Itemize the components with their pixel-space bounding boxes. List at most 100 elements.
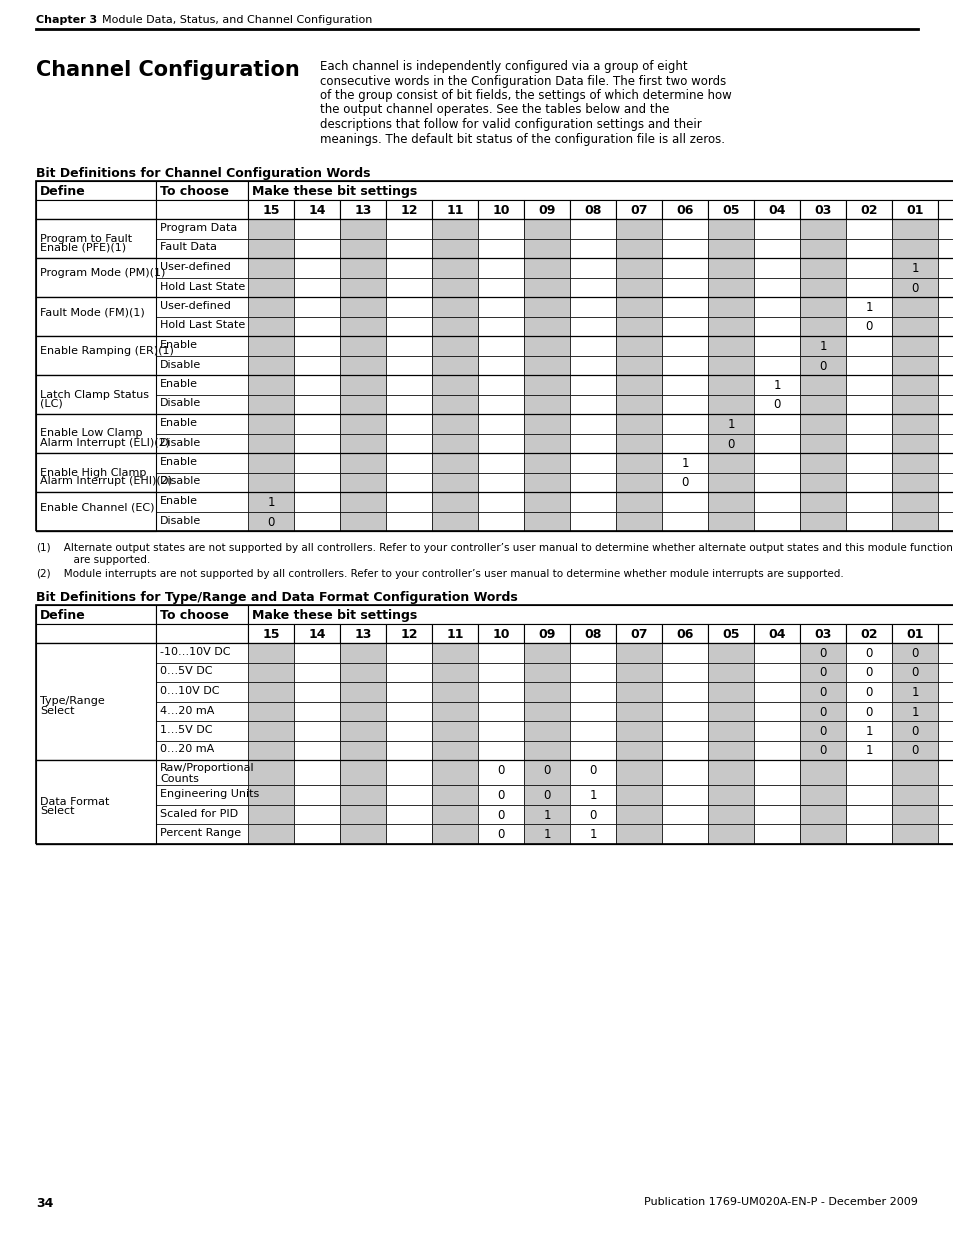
- Bar: [432, 760, 477, 785]
- Bar: [800, 258, 845, 278]
- Text: Alarm Interrupt (EHI)(2): Alarm Interrupt (EHI)(2): [40, 477, 172, 487]
- Bar: [523, 701, 569, 721]
- Bar: [156, 785, 248, 805]
- Bar: [432, 785, 477, 805]
- Bar: [432, 511, 477, 531]
- Text: 0: 0: [864, 685, 872, 699]
- Bar: [845, 200, 891, 219]
- Text: -10…10V DC: -10…10V DC: [160, 647, 231, 657]
- Text: Make these bit settings: Make these bit settings: [252, 185, 416, 198]
- Bar: [156, 316, 248, 336]
- Bar: [845, 336, 891, 356]
- Bar: [616, 824, 661, 844]
- Bar: [248, 721, 294, 741]
- Bar: [753, 741, 800, 760]
- Text: 11: 11: [446, 204, 463, 217]
- Bar: [661, 356, 707, 375]
- Bar: [432, 375, 477, 394]
- Text: 0: 0: [497, 764, 504, 777]
- Text: 0: 0: [819, 705, 826, 719]
- Text: 0: 0: [819, 647, 826, 659]
- Bar: [432, 278, 477, 296]
- Bar: [523, 356, 569, 375]
- Bar: [386, 394, 432, 414]
- Bar: [937, 296, 953, 316]
- Bar: [753, 721, 800, 741]
- Bar: [432, 473, 477, 492]
- Text: 06: 06: [676, 204, 693, 217]
- Bar: [523, 238, 569, 258]
- Bar: [937, 219, 953, 238]
- Bar: [891, 356, 937, 375]
- Bar: [661, 511, 707, 531]
- Bar: [800, 316, 845, 336]
- Bar: [477, 624, 523, 643]
- Bar: [707, 296, 753, 316]
- Bar: [800, 805, 845, 824]
- Bar: [36, 219, 156, 258]
- Text: 06: 06: [676, 629, 693, 641]
- Bar: [477, 453, 523, 473]
- Bar: [36, 182, 953, 531]
- Text: 1: 1: [910, 705, 918, 719]
- Bar: [707, 278, 753, 296]
- Bar: [616, 492, 661, 511]
- Bar: [156, 741, 248, 760]
- Bar: [845, 682, 891, 701]
- Bar: [156, 511, 248, 531]
- Bar: [432, 701, 477, 721]
- Text: 0: 0: [864, 321, 872, 333]
- Bar: [661, 473, 707, 492]
- Bar: [616, 219, 661, 238]
- Bar: [339, 453, 386, 473]
- Bar: [937, 238, 953, 258]
- Bar: [477, 414, 523, 433]
- Bar: [707, 511, 753, 531]
- Bar: [707, 492, 753, 511]
- Bar: [800, 624, 845, 643]
- Bar: [477, 511, 523, 531]
- Bar: [937, 624, 953, 643]
- Bar: [891, 414, 937, 433]
- Bar: [569, 356, 616, 375]
- Bar: [294, 238, 339, 258]
- Text: 09: 09: [537, 629, 555, 641]
- Bar: [937, 643, 953, 662]
- Bar: [156, 662, 248, 682]
- Bar: [386, 238, 432, 258]
- Bar: [616, 741, 661, 760]
- Bar: [937, 511, 953, 531]
- Bar: [753, 336, 800, 356]
- Bar: [661, 375, 707, 394]
- Text: 02: 02: [860, 204, 877, 217]
- Text: Each channel is independently configured via a group of eight: Each channel is independently configured…: [319, 61, 687, 73]
- Bar: [386, 296, 432, 316]
- Bar: [523, 296, 569, 316]
- Bar: [386, 805, 432, 824]
- Text: 4…20 mA: 4…20 mA: [160, 705, 214, 715]
- Bar: [523, 278, 569, 296]
- Bar: [616, 316, 661, 336]
- Bar: [339, 238, 386, 258]
- Bar: [937, 433, 953, 453]
- Text: 1: 1: [819, 340, 826, 353]
- Bar: [845, 394, 891, 414]
- Bar: [523, 394, 569, 414]
- Bar: [386, 453, 432, 473]
- Bar: [523, 741, 569, 760]
- Bar: [156, 824, 248, 844]
- Bar: [386, 721, 432, 741]
- Bar: [616, 760, 661, 785]
- Bar: [339, 278, 386, 296]
- Text: 1: 1: [773, 379, 780, 391]
- Bar: [661, 624, 707, 643]
- Bar: [845, 316, 891, 336]
- Text: 00: 00: [951, 204, 953, 217]
- Text: of the group consist of bit fields, the settings of which determine how: of the group consist of bit fields, the …: [319, 89, 731, 103]
- Bar: [339, 258, 386, 278]
- Text: Select: Select: [40, 806, 74, 816]
- Text: Publication 1769-UM020A-EN-P - December 2009: Publication 1769-UM020A-EN-P - December …: [643, 1197, 917, 1207]
- Bar: [753, 356, 800, 375]
- Bar: [707, 682, 753, 701]
- Bar: [616, 453, 661, 473]
